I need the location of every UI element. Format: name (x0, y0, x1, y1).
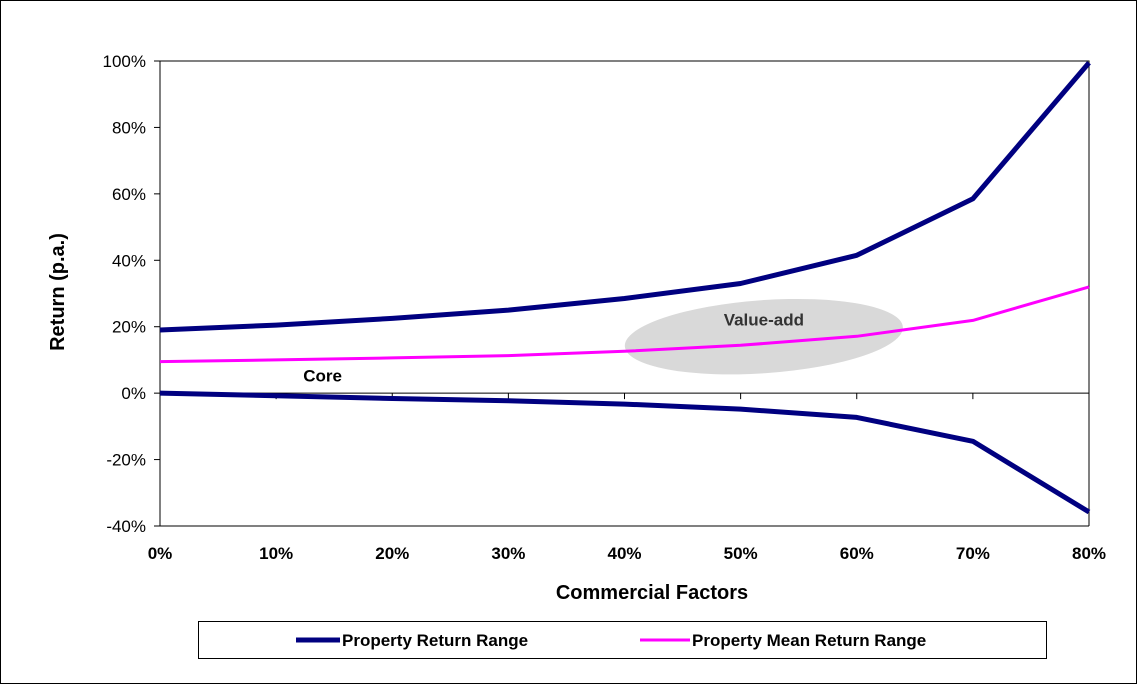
property-mean-return-range-line-2 (159, 285, 1090, 364)
x-axis-title: Commercial Factors (556, 582, 748, 604)
x-tick-label: 60% (840, 544, 874, 563)
x-tick-label: 30% (491, 544, 525, 563)
x-tick-label: 10% (259, 544, 293, 563)
plot-area-frame (159, 60, 1090, 526)
y-tick-label: -20% (106, 451, 146, 470)
annotation-value-add: Value-add (724, 311, 804, 330)
y-tick-label: 20% (112, 318, 146, 337)
y-axis-title: Return (p.a.) (47, 233, 69, 351)
y-tick-label: -40% (106, 517, 146, 536)
y-tick-label: 80% (112, 118, 146, 137)
annotation-core: Core (303, 367, 342, 386)
x-tick-label: 70% (956, 544, 990, 563)
x-tick-label: 50% (724, 544, 758, 563)
x-tick-label: 40% (607, 544, 641, 563)
y-tick-label: 100% (103, 52, 146, 71)
legend-label-property-return-range: Property Return Range (342, 631, 528, 650)
y-tick-label: 0% (121, 384, 146, 403)
legend: Property Return Range Property Mean Retu… (198, 621, 1047, 659)
x-tick-label: 20% (375, 544, 409, 563)
property-return-range-line-0 (159, 61, 1091, 333)
y-tick-label: 60% (112, 185, 146, 204)
property-return-range-line-1 (159, 390, 1091, 515)
x-tick-label: 0% (148, 544, 173, 563)
value-add-region (624, 298, 903, 375)
x-tick-label: 80% (1072, 544, 1106, 563)
legend-label-property-mean-return-range: Property Mean Return Range (692, 631, 926, 650)
y-tick-label: 40% (112, 251, 146, 270)
